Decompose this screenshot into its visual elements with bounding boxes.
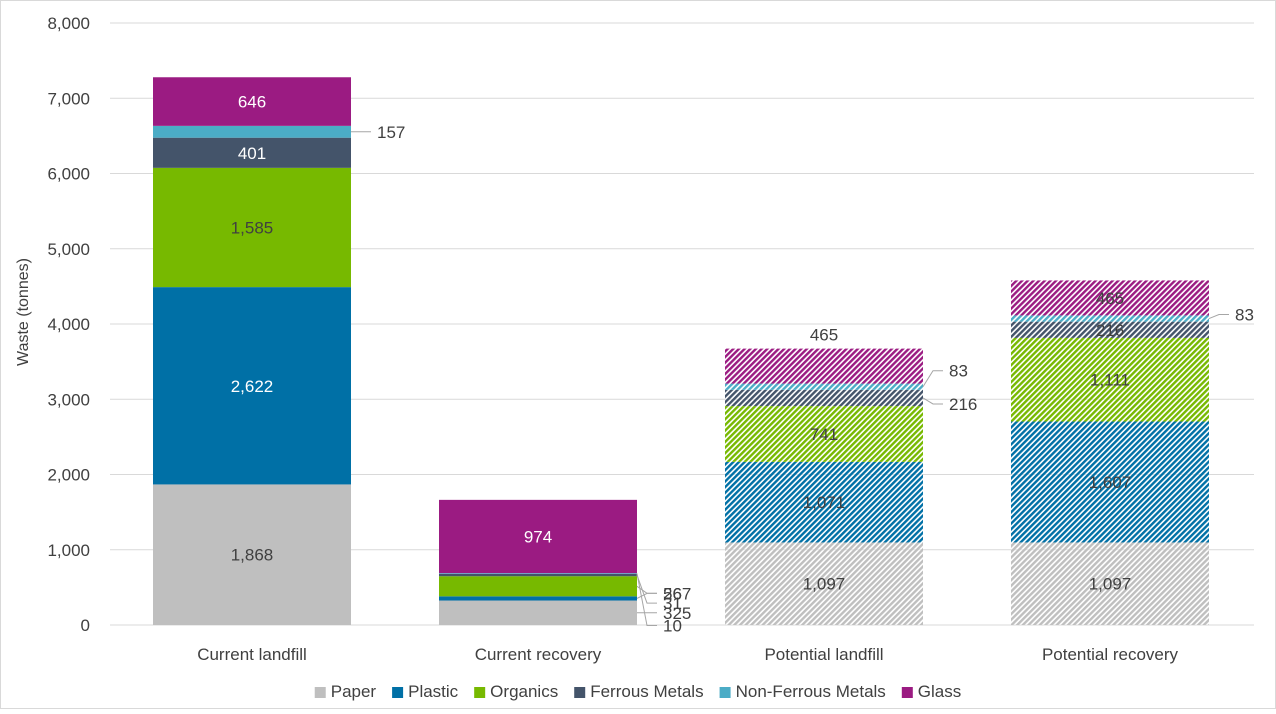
legend-item-paper: Paper bbox=[314, 682, 377, 701]
data-label: 1,868 bbox=[231, 546, 274, 565]
data-label: 1,097 bbox=[803, 575, 846, 594]
bar-segment-non-ferrous-metals bbox=[1011, 315, 1209, 322]
y-tick-label: 4,000 bbox=[47, 315, 90, 334]
y-tick-label: 8,000 bbox=[47, 14, 90, 33]
data-label: 83 bbox=[1235, 306, 1254, 325]
data-label: 465 bbox=[1096, 289, 1124, 308]
y-tick-label: 5,000 bbox=[47, 240, 90, 259]
bar-segment-plastic bbox=[439, 596, 637, 601]
bar-segment-paper bbox=[725, 542, 923, 625]
leader-line bbox=[922, 370, 943, 387]
data-label: 10 bbox=[663, 617, 682, 636]
legend: Paper Plastic Organics Ferrous Metals Non-Fe… bbox=[314, 682, 961, 701]
x-category-label: Potential landfill bbox=[764, 645, 883, 664]
data-label: 741 bbox=[810, 425, 838, 444]
bar-segment-paper bbox=[1011, 542, 1209, 625]
bar-segment-ferrous-metals bbox=[1011, 321, 1209, 338]
legend-item-plastic: Plastic bbox=[392, 682, 459, 701]
legend-label: Glass bbox=[918, 682, 961, 701]
data-label: 267 bbox=[663, 584, 691, 603]
bar-segment-non-ferrous-metals bbox=[725, 383, 923, 390]
y-tick-label: 6,000 bbox=[47, 165, 90, 184]
y-tick-label: 2,000 bbox=[47, 466, 90, 485]
y-axis-label: Waste (tonnes) bbox=[15, 258, 32, 366]
legend-label: Non-Ferrous Metals bbox=[736, 682, 886, 701]
legend-item-organics: Organics bbox=[474, 682, 558, 701]
x-category-label: Current recovery bbox=[475, 645, 602, 664]
data-label: 325 bbox=[663, 604, 691, 623]
bar-segment-ferrous-metals bbox=[153, 137, 351, 168]
y-tick-label: 7,000 bbox=[47, 89, 90, 108]
y-tick-label: 3,000 bbox=[47, 390, 90, 409]
bar-segment-glass bbox=[1011, 280, 1209, 316]
bar-segment-plastic bbox=[153, 287, 351, 485]
bar-segment-non-ferrous-metals bbox=[439, 573, 637, 574]
bar-segment-glass bbox=[153, 77, 351, 126]
y-axis-ticks: 0 1,000 2,000 3,000 4,000 5,000 6,000 7,000 8,00… bbox=[47, 14, 90, 635]
data-label: 1,607 bbox=[1089, 473, 1132, 492]
data-label: 401 bbox=[238, 144, 266, 163]
legend-item-glass: Glass bbox=[901, 682, 961, 701]
bar-segment-organics bbox=[439, 576, 637, 597]
legend-swatch bbox=[574, 687, 586, 698]
bar-segment-plastic bbox=[1011, 421, 1209, 543]
x-axis-categories: Current landfill Current recovery Potentia… bbox=[197, 645, 1178, 664]
bar-segment-ferrous-metals bbox=[439, 573, 637, 577]
x-category-label: Potential recovery bbox=[1042, 645, 1179, 664]
bar-segment-non-ferrous-metals bbox=[153, 125, 351, 138]
bar-segment-organics bbox=[725, 406, 923, 462]
legend-swatch bbox=[719, 687, 731, 698]
data-label: 1,097 bbox=[1089, 575, 1132, 594]
legend-swatch bbox=[901, 687, 913, 698]
legend-label: Plastic bbox=[408, 682, 459, 701]
legend-label: Organics bbox=[490, 682, 558, 701]
leader-line bbox=[1208, 314, 1229, 320]
data-label: 216 bbox=[949, 395, 977, 414]
leader-line bbox=[636, 592, 657, 599]
bar-segment-organics bbox=[1011, 337, 1209, 422]
data-label: 1,071 bbox=[803, 493, 846, 512]
data-label: 216 bbox=[1096, 321, 1124, 340]
data-label: 1,111 bbox=[1090, 371, 1130, 390]
x-category-label: Current landfill bbox=[197, 645, 307, 664]
bar-segment-paper bbox=[439, 600, 637, 625]
leader-line bbox=[636, 574, 657, 604]
bar-segment-ferrous-metals bbox=[725, 389, 923, 407]
bar-segment-paper bbox=[153, 484, 351, 625]
bar-segment-glass bbox=[725, 348, 923, 384]
data-label: 1,585 bbox=[231, 218, 274, 237]
bars bbox=[153, 77, 1209, 625]
data-label: 157 bbox=[377, 123, 405, 142]
data-label: 2,622 bbox=[231, 377, 274, 396]
data-label: 465 bbox=[810, 326, 838, 345]
y-tick-label: 0 bbox=[81, 616, 90, 635]
y-tick-label: 1,000 bbox=[47, 541, 90, 560]
leader-line bbox=[636, 573, 657, 627]
legend-label: Ferrous Metals bbox=[590, 682, 703, 701]
data-label: 974 bbox=[524, 528, 552, 547]
legend-swatch bbox=[392, 687, 404, 698]
legend-label: Paper bbox=[331, 682, 377, 701]
data-label: 83 bbox=[949, 362, 968, 381]
legend-item-non-ferrous-metals: Non-Ferrous Metals bbox=[719, 682, 886, 701]
leader-line bbox=[922, 397, 943, 405]
bar-segment-glass bbox=[439, 499, 637, 574]
bar-segment-plastic bbox=[725, 461, 923, 543]
data-label: 56 bbox=[663, 584, 682, 603]
legend-swatch bbox=[474, 687, 486, 698]
bar-segment-organics bbox=[153, 167, 351, 288]
data-label: 31 bbox=[663, 594, 682, 613]
legend-swatch bbox=[314, 687, 326, 698]
data-label: 646 bbox=[238, 93, 266, 112]
legend-item-ferrous-metals: Ferrous Metals bbox=[574, 682, 704, 701]
